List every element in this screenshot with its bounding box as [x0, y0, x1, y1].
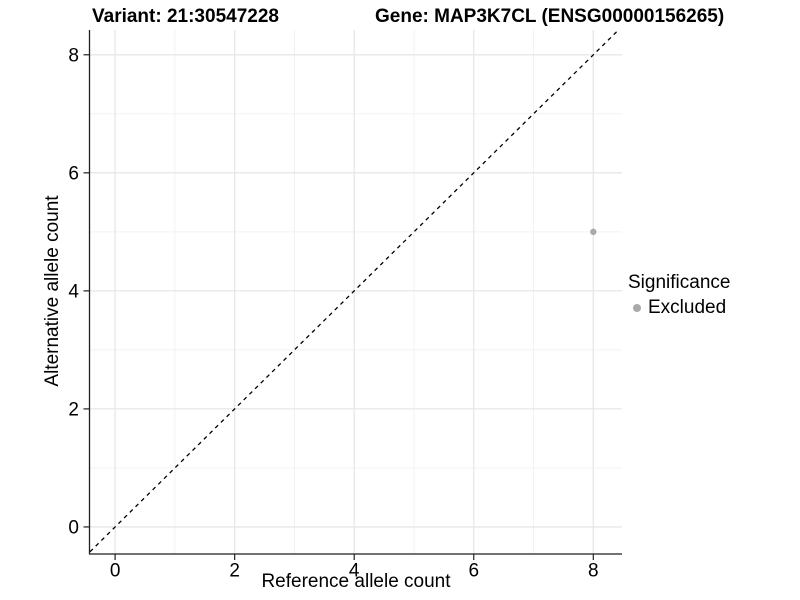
x-tick-label: 4 [349, 561, 360, 582]
variant-title: Variant: 21:30547228 [92, 6, 279, 27]
y-tick-label: 6 [68, 163, 79, 184]
legend-point-icon [633, 304, 641, 312]
x-tick-label: 8 [588, 561, 599, 582]
legend: Significance Excluded [628, 272, 730, 319]
legend-item-excluded: Excluded [628, 297, 730, 319]
data-point [590, 228, 597, 236]
x-tick-label: 2 [229, 561, 240, 582]
y-tick-label: 8 [68, 45, 79, 66]
y-tick-label: 0 [68, 517, 79, 538]
y-axis-title: Alternative allele count [42, 195, 63, 387]
x-axis-title: Reference allele count [261, 571, 451, 592]
y-tick-label: 2 [68, 399, 79, 420]
x-tick-label: 0 [110, 561, 121, 582]
x-tick-label: 6 [468, 561, 479, 582]
identity-reference-line [89, 29, 619, 553]
y-tick-label: 4 [68, 281, 79, 302]
legend-title: Significance [628, 272, 731, 293]
gene-title: Gene: MAP3K7CL (ENSG00000156265) [375, 6, 725, 27]
legend-item-label: Excluded [648, 297, 727, 318]
